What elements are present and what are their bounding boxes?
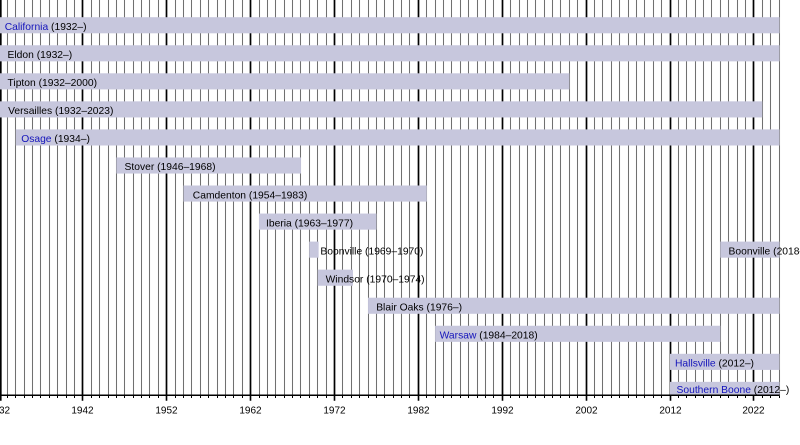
- svg-text:2022: 2022: [742, 406, 765, 417]
- svg-text:Eldon (1932–): Eldon (1932–): [8, 50, 73, 61]
- svg-text:Southern Boone (2012–): Southern Boone (2012–): [677, 385, 790, 396]
- svg-text:Warsaw (1984–2018): Warsaw (1984–2018): [440, 331, 538, 342]
- svg-text:Hallsville (2012–): Hallsville (2012–): [675, 359, 754, 370]
- svg-text:Windsor (1970–1974): Windsor (1970–1974): [326, 275, 425, 286]
- svg-text:2012: 2012: [659, 406, 682, 417]
- svg-text:1992: 1992: [491, 406, 514, 417]
- svg-text:2002: 2002: [575, 406, 598, 417]
- svg-text:Boonville (1969–1970): Boonville (1969–1970): [320, 246, 423, 257]
- svg-text:1972: 1972: [323, 406, 346, 417]
- svg-text:Camdenton (1954–1983): Camdenton (1954–1983): [193, 190, 307, 201]
- svg-text:Osage (1934–): Osage (1934–): [21, 134, 90, 145]
- svg-text:1932: 1932: [0, 406, 11, 417]
- svg-text:Stover (1946–1968): Stover (1946–1968): [125, 162, 216, 173]
- svg-text:1952: 1952: [155, 406, 178, 417]
- svg-text:California (1932–): California (1932–): [5, 22, 87, 33]
- svg-text:Iberia (1963–1977): Iberia (1963–1977): [266, 218, 353, 229]
- svg-text:Blair Oaks (1976–): Blair Oaks (1976–): [376, 303, 462, 314]
- svg-text:Boonville (2018–): Boonville (2018–): [729, 246, 800, 257]
- svg-text:1942: 1942: [71, 406, 94, 417]
- svg-text:1982: 1982: [407, 406, 430, 417]
- svg-text:Versailles (1932–2023): Versailles (1932–2023): [8, 106, 113, 117]
- svg-text:1962: 1962: [239, 406, 262, 417]
- svg-text:Tipton (1932–2000): Tipton (1932–2000): [8, 78, 98, 89]
